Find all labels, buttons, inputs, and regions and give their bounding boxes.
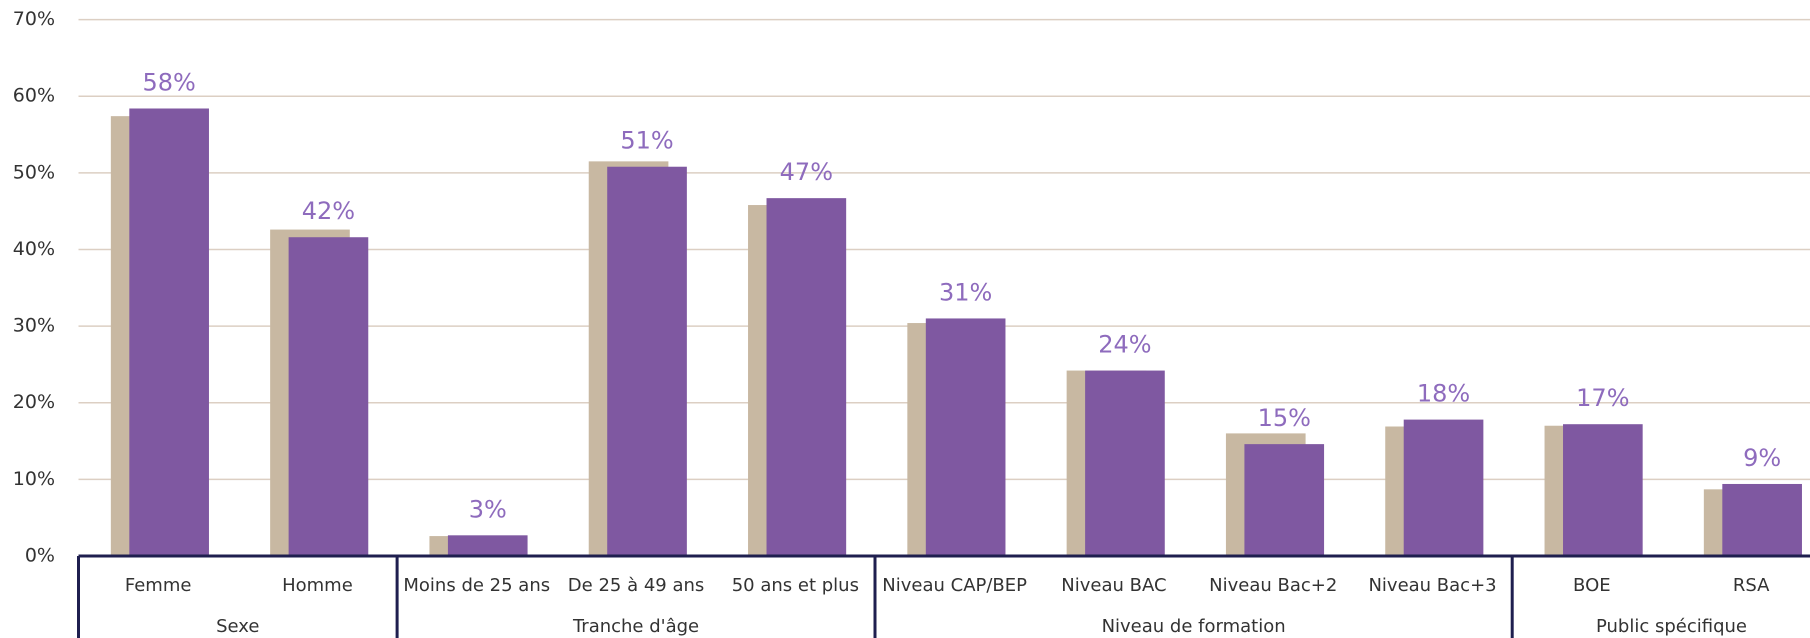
x-tick-label: Femme: [125, 575, 192, 596]
bar: [1563, 424, 1643, 556]
value-label: 58%: [142, 68, 195, 96]
x-tick-label: Homme: [282, 575, 353, 596]
value-label: 24%: [1098, 331, 1151, 359]
x-tick-label: Niveau Bac+2: [1209, 575, 1337, 596]
y-tick-label: 40%: [13, 238, 55, 260]
group-label: Sexe: [216, 616, 259, 637]
bar: [607, 166, 687, 556]
y-tick-label: 30%: [13, 315, 55, 337]
value-label: 9%: [1743, 444, 1781, 472]
bar: [288, 237, 369, 556]
y-tick-label: 50%: [13, 161, 55, 183]
group-label: Public spécifique: [1596, 616, 1747, 637]
y-tick-label: 20%: [13, 391, 55, 413]
value-label: 42%: [302, 197, 355, 225]
value-label: 17%: [1576, 384, 1629, 412]
bar: [1403, 419, 1484, 556]
y-tick-label: 0%: [25, 545, 55, 567]
x-tick-label: Niveau Bac+3: [1368, 575, 1496, 596]
y-tick-label: 10%: [13, 468, 55, 490]
bar: [447, 535, 528, 556]
value-label: 51%: [620, 127, 673, 155]
bar: [1085, 370, 1165, 556]
x-tick-label: De 25 à 49 ans: [568, 575, 704, 596]
x-tick-label: Niveau BAC: [1061, 575, 1166, 596]
group-label: Niveau de formation: [1102, 616, 1286, 637]
x-tick-label: 50 ans et plus: [732, 575, 859, 596]
value-label: 15%: [1258, 404, 1311, 432]
bar: [1722, 483, 1802, 556]
value-label: 47%: [780, 158, 833, 186]
x-tick-label: Moins de 25 ans: [403, 575, 550, 596]
bar: [129, 108, 209, 557]
x-tick-label: Niveau CAP/BEP: [882, 575, 1027, 596]
y-tick-label: 60%: [13, 85, 55, 107]
x-tick-label: RSA: [1733, 575, 1770, 596]
value-label: 31%: [939, 278, 992, 306]
bar: [1244, 444, 1325, 556]
value-label: 3%: [469, 495, 507, 523]
bar: [925, 318, 1006, 556]
y-tick-label: 70%: [13, 8, 55, 30]
group-label: Tranche d'âge: [572, 616, 699, 637]
bar: [766, 198, 847, 556]
value-label: 18%: [1417, 380, 1470, 408]
x-tick-label: BOE: [1573, 575, 1611, 596]
